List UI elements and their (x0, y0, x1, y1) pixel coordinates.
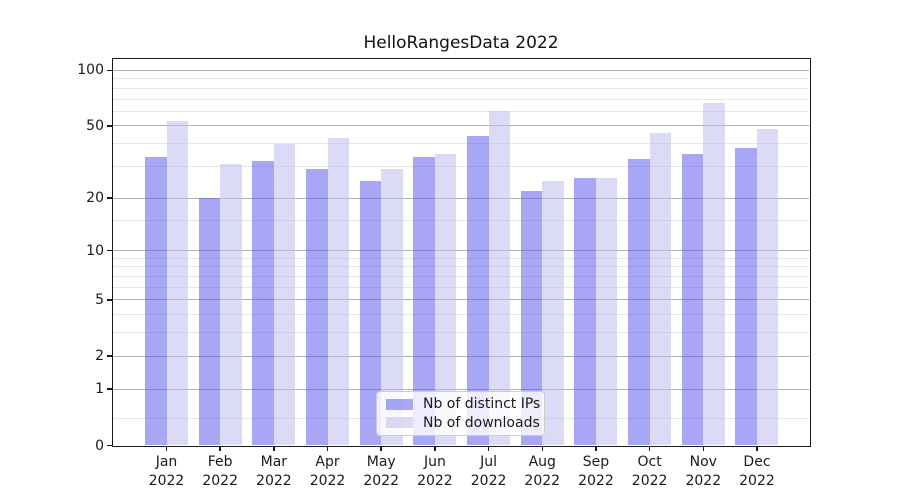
y-tick-label-100: 100 (77, 62, 104, 79)
legend-label-distinct-ips: Nb of distinct IPs (423, 396, 541, 413)
x-tick-dec (756, 446, 758, 451)
x-tick-mar (273, 446, 275, 451)
y-gridline-minor-70 (113, 98, 809, 100)
y-tick-100 (107, 69, 112, 72)
y-tick-2 (107, 355, 112, 357)
y-tick-label-50: 50 (86, 117, 104, 134)
bar-distinct-ips-dec (735, 147, 757, 446)
x-tick-label-feb: Feb 2022 (202, 454, 238, 489)
legend-swatch-downloads (386, 417, 413, 429)
legend: Nb of distinct IPs Nb of downloads (376, 391, 545, 436)
y-tick-label-2: 2 (95, 348, 104, 365)
bar-distinct-ips-jun (413, 156, 435, 446)
x-tick-apr (326, 446, 329, 451)
x-tick-aug (541, 446, 543, 451)
x-tick-label-jan: Jan 2022 (148, 454, 185, 489)
y-tick-20 (107, 197, 112, 199)
y-tick-10 (107, 249, 112, 252)
y-gridline-minor-80 (113, 87, 809, 89)
x-tick-label-oct: Oct 2022 (631, 454, 668, 489)
y-gridline-minor-90 (113, 78, 809, 80)
legend-item-downloads: Nb of downloads (386, 415, 540, 431)
bar-downloads-sep (595, 177, 618, 446)
bar-downloads-jul (488, 111, 511, 446)
y-gridline-minor-40 (113, 143, 809, 145)
legend-item-distinct-ips: Nb of distinct IPs (386, 396, 540, 412)
x-tick-label-may: May 2022 (363, 454, 400, 489)
x-tick-sep (595, 446, 597, 451)
x-tick-label-jul: Jul 2022 (470, 454, 507, 489)
y-gridline-minor-9 (113, 257, 809, 259)
bar-downloads-feb (220, 163, 242, 446)
bar-downloads-may (381, 169, 403, 446)
bar-downloads-dec (756, 129, 779, 446)
bar-distinct-ips-sep (574, 177, 596, 446)
y-gridline-100 (113, 69, 809, 71)
bar-distinct-ips-jan (145, 156, 167, 446)
y-tick-label-1: 1 (95, 381, 104, 398)
y-tick-50 (107, 125, 112, 127)
y-tick-5 (107, 299, 112, 301)
y-gridline-20 (113, 197, 809, 199)
x-tick-jan (165, 446, 168, 451)
y-tick-label-5: 5 (95, 291, 104, 308)
y-gridline-minor-15 (113, 219, 809, 221)
chart-title: HelloRangesData 2022 (363, 33, 559, 53)
bar-distinct-ips-mar (252, 161, 274, 446)
y-gridline-minor-30 (113, 165, 809, 167)
legend-swatch-distinct-ips (386, 398, 413, 410)
x-tick-nov (702, 446, 705, 451)
x-tick-label-aug: Aug 2022 (524, 454, 561, 489)
bar-distinct-ips-oct (628, 158, 650, 446)
bar-downloads-oct (649, 132, 672, 446)
bar-downloads-apr (327, 137, 350, 446)
y-gridline-minor-7 (113, 275, 809, 277)
x-tick-label-apr: Apr 2022 (309, 454, 346, 489)
x-tick-may (380, 446, 382, 451)
y-tick-0 (107, 444, 112, 447)
bar-downloads-aug (542, 180, 564, 446)
y-gridline-minor-4 (113, 314, 809, 316)
y-gridline-5 (113, 299, 809, 301)
x-tick-label-sep: Sep 2022 (578, 454, 614, 489)
x-tick-label-dec: Dec 2022 (739, 454, 775, 489)
y-gridline-minor-3 (113, 332, 809, 334)
bar-distinct-ips-may (359, 180, 382, 446)
x-tick-label-jun: Jun 2022 (417, 454, 453, 489)
bar-distinct-ips-feb (198, 198, 221, 446)
bar-distinct-ips-jul (467, 136, 489, 446)
bar-distinct-ips-nov (681, 154, 704, 446)
y-tick-1 (107, 388, 112, 390)
bar-distinct-ips-apr (306, 169, 328, 446)
y-tick-label-0: 0 (95, 437, 104, 454)
y-gridline-minor-60 (113, 110, 809, 112)
x-tick-jun (434, 446, 436, 451)
x-tick-jul (487, 446, 490, 451)
bar-downloads-mar (273, 143, 296, 446)
y-gridline-10 (113, 250, 809, 252)
x-tick-label-nov: Nov 2022 (685, 454, 722, 489)
y-tick-label-20: 20 (86, 190, 104, 207)
x-tick-feb (219, 446, 221, 451)
x-tick-oct (648, 446, 651, 451)
y-gridline-minor-6 (113, 286, 809, 288)
legend-label-downloads: Nb of downloads (423, 414, 540, 431)
bar-downloads-nov (703, 102, 725, 446)
y-gridline-2 (113, 355, 809, 357)
y-gridline-1 (113, 388, 809, 390)
bar-distinct-ips-aug (520, 190, 543, 446)
bar-downloads-jan (166, 121, 188, 446)
x-tick-label-mar: Mar 2022 (256, 454, 292, 489)
y-gridline-minor-8 (113, 266, 809, 268)
y-gridline-50 (113, 125, 809, 127)
bar-downloads-jun (434, 154, 457, 446)
y-tick-label-10: 10 (86, 242, 104, 259)
